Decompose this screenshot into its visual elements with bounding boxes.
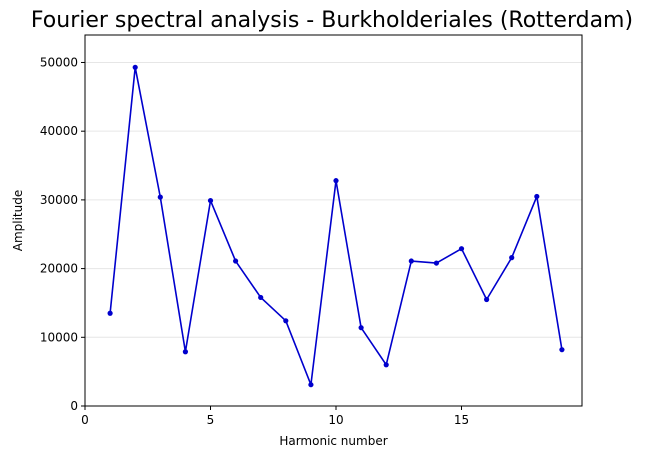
data-point <box>559 347 565 353</box>
data-point <box>258 294 264 301</box>
x-tick-label: 0 <box>81 413 89 427</box>
data-point <box>132 64 138 70</box>
y-tick-label: 40000 <box>40 124 78 138</box>
gridlines <box>85 61 582 407</box>
y-tick-label: 0 <box>70 399 78 413</box>
data-point <box>534 193 540 200</box>
data-point <box>283 318 289 324</box>
data-point <box>333 178 339 184</box>
plot-area-frame <box>84 34 583 407</box>
data-point <box>107 310 113 316</box>
x-tick-label: 5 <box>207 413 215 427</box>
data-point <box>509 255 515 261</box>
x-tick-label: 15 <box>454 413 469 427</box>
y-axis-label: Amplitude <box>11 190 25 252</box>
y-tick-label: 20000 <box>40 262 78 276</box>
data-point <box>358 325 364 331</box>
y-tick-label: 10000 <box>40 330 78 344</box>
y-tick-label: 50000 <box>40 55 78 69</box>
series-layer <box>107 64 565 388</box>
data-point <box>182 349 189 355</box>
data-point <box>233 258 239 264</box>
data-point <box>383 362 389 368</box>
y-tick-label: 30000 <box>40 193 78 207</box>
data-point <box>207 197 214 204</box>
chart-title: Fourier spectral analysis - Burkholderia… <box>31 8 633 33</box>
data-point <box>433 260 440 266</box>
data-point <box>308 382 314 388</box>
data-point <box>484 296 490 303</box>
data-point <box>408 258 414 264</box>
x-axis-label: Harmonic number <box>279 434 387 448</box>
data-point <box>458 246 465 252</box>
data-point <box>157 194 163 200</box>
axis-ticks: 0 10000 20000 30000 40000 50000 0 5 10 15 <box>40 55 469 427</box>
x-tick-label: 10 <box>328 413 343 427</box>
